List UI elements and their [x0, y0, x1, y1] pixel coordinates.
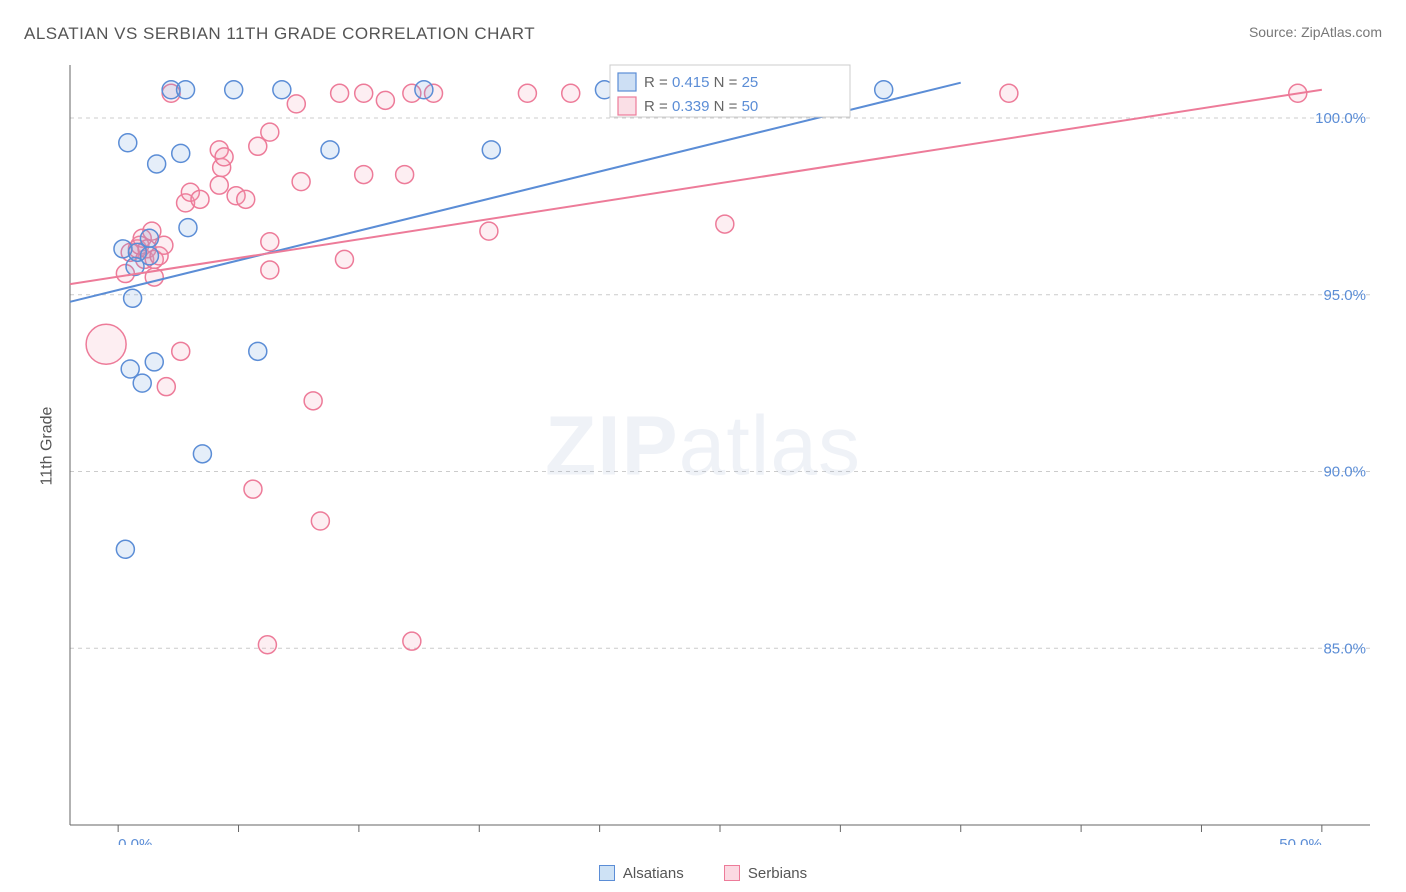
- legend-swatch-serbians: [724, 865, 740, 881]
- data-point: [258, 636, 276, 654]
- data-point: [172, 342, 190, 360]
- data-point: [140, 247, 158, 265]
- data-point: [292, 173, 310, 191]
- data-point: [179, 219, 197, 237]
- data-point: [331, 84, 349, 102]
- data-point: [119, 134, 137, 152]
- source-value: ZipAtlas.com: [1301, 24, 1382, 40]
- data-point: [321, 141, 339, 159]
- data-point: [124, 289, 142, 307]
- data-point: [304, 392, 322, 410]
- legend-label-alsatians: Alsatians: [623, 865, 684, 882]
- legend-item-alsatians: Alsatians: [599, 865, 688, 882]
- legend-swatch-alsatians: [599, 865, 615, 881]
- stats-legend-row: R = 0.415 N = 25: [644, 74, 758, 91]
- data-point: [157, 378, 175, 396]
- data-point: [480, 222, 498, 240]
- svg-text:95.0%: 95.0%: [1323, 287, 1366, 304]
- data-point: [403, 632, 421, 650]
- chart-title: ALSATIAN VS SERBIAN 11TH GRADE CORRELATI…: [24, 24, 535, 44]
- data-point: [261, 123, 279, 141]
- stats-legend-swatch: [618, 97, 636, 115]
- data-point: [716, 215, 734, 233]
- data-point: [396, 166, 414, 184]
- data-point: [249, 342, 267, 360]
- legend-label-serbians: Serbians: [748, 865, 807, 882]
- svg-text:85.0%: 85.0%: [1323, 640, 1366, 657]
- data-point: [191, 190, 209, 208]
- data-point: [172, 144, 190, 162]
- data-point: [210, 176, 228, 194]
- data-point: [140, 229, 158, 247]
- svg-text:50.0%: 50.0%: [1279, 836, 1322, 845]
- data-point: [335, 250, 353, 268]
- data-point: [273, 81, 291, 99]
- legend-item-serbians: Serbians: [724, 865, 807, 882]
- bottom-legend: Alsatians Serbians: [0, 865, 1406, 882]
- data-point: [482, 141, 500, 159]
- data-point: [244, 480, 262, 498]
- data-point: [145, 353, 163, 371]
- source-attribution: Source: ZipAtlas.com: [1249, 24, 1382, 40]
- svg-text:100.0%: 100.0%: [1315, 110, 1366, 127]
- data-point: [355, 84, 373, 102]
- data-point: [311, 512, 329, 530]
- data-point: [225, 81, 243, 99]
- stats-legend-row: R = 0.339 N = 50: [644, 98, 758, 115]
- data-point: [215, 148, 233, 166]
- data-point: [237, 190, 255, 208]
- data-point: [133, 374, 151, 392]
- data-point: [355, 166, 373, 184]
- data-point: [193, 445, 211, 463]
- data-point: [116, 540, 134, 558]
- data-point: [177, 81, 195, 99]
- data-point: [875, 81, 893, 99]
- data-point: [562, 84, 580, 102]
- trend-line: [70, 90, 1322, 284]
- data-point: [376, 91, 394, 109]
- y-axis-label: 11th Grade: [38, 407, 56, 486]
- data-point: [518, 84, 536, 102]
- stats-legend-swatch: [618, 73, 636, 91]
- data-point: [261, 261, 279, 279]
- data-point: [86, 324, 126, 364]
- svg-text:0.0%: 0.0%: [118, 836, 152, 845]
- data-point: [148, 155, 166, 173]
- data-point: [1000, 84, 1018, 102]
- data-point: [261, 233, 279, 251]
- data-point: [287, 95, 305, 113]
- svg-text:90.0%: 90.0%: [1323, 464, 1366, 481]
- source-label: Source:: [1249, 24, 1297, 40]
- scatter-chart: 0.0% 50.0% 85.0% 90.0% 95.0% 100.0% R = 0.415 …: [55, 55, 1385, 845]
- plot-area: 0.0% 50.0% 85.0% 90.0% 95.0% 100.0% R = 0.415 …: [55, 55, 1385, 845]
- data-point: [415, 81, 433, 99]
